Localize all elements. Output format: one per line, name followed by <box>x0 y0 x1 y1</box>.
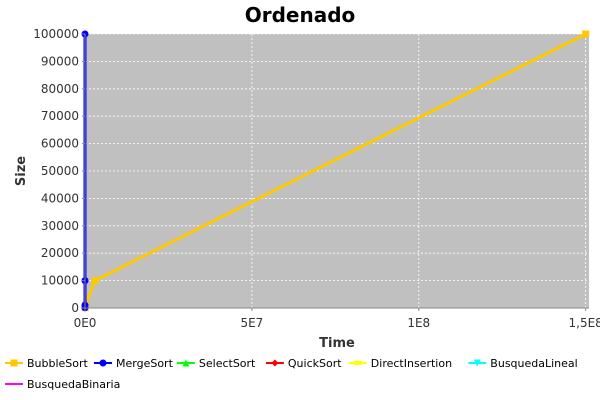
y-axis-label: Size <box>14 156 29 186</box>
x-axis-label: Time <box>319 336 355 351</box>
legend-item-bubblesort: BubbleSort <box>5 357 89 370</box>
legend-marker-quicksort <box>271 359 279 367</box>
x-tick-label: 1E8 <box>407 316 430 330</box>
gridlines <box>85 33 589 308</box>
legend-item-busquedalineal: BusquedaLineal <box>468 357 578 370</box>
legend-item-busquedabinaria: BusquedaBinaria <box>5 378 120 391</box>
x-tick-label: 1,5E8 <box>569 316 600 330</box>
y-tick-label: 40000 <box>41 191 79 205</box>
legend-marker-directinsertion <box>353 361 363 365</box>
x-tick-label: 0E0 <box>74 316 97 330</box>
y-tick-label: 90000 <box>41 54 79 68</box>
x-tick-label: 5E7 <box>240 316 263 330</box>
y-tick-label: 80000 <box>41 82 79 96</box>
legend-label: DirectInsertion <box>371 357 452 370</box>
y-tick-label: 10000 <box>41 274 79 288</box>
y-tick-label: 60000 <box>41 137 79 151</box>
y-tick-label: 50000 <box>41 164 79 178</box>
data-point-bubblesort <box>582 30 590 38</box>
legend-label: BusquedaLineal <box>490 357 577 370</box>
legend-marker-mergesort <box>99 359 107 367</box>
legend: BubbleSort MergeSort SelectSort QuickSort Di… <box>5 357 578 391</box>
legend-marker-busquedalineal <box>473 359 481 367</box>
data-point-bubblesort <box>91 277 99 285</box>
legend-marker-busquedabinaria <box>9 383 19 385</box>
legend-label: BusquedaBinaria <box>27 378 120 391</box>
chart-title: Ordenado <box>245 3 356 27</box>
y-tick-label: 100000 <box>33 27 79 41</box>
legend-item-quicksort: QuickSort <box>265 357 342 370</box>
y-tick-label: 20000 <box>41 246 79 260</box>
legend-item-directinsertion: DirectInsertion <box>348 357 452 370</box>
axes: 0 10000 20000 30000 40000 50000 60000 70000 8000… <box>33 27 600 330</box>
legend-marker-bubblesort <box>10 359 18 367</box>
legend-item-selectsort: SelectSort <box>176 357 256 370</box>
y-tick-label: 0 <box>71 301 79 315</box>
legend-label: MergeSort <box>116 357 174 370</box>
y-tick-label: 70000 <box>41 109 79 123</box>
legend-label: SelectSort <box>199 357 256 370</box>
legend-label: QuickSort <box>288 357 342 370</box>
legend-marker-selectsort <box>182 359 190 367</box>
y-tick-label: 30000 <box>41 219 79 233</box>
legend-label: BubbleSort <box>27 357 89 370</box>
legend-item-mergesort: MergeSort <box>94 357 174 370</box>
